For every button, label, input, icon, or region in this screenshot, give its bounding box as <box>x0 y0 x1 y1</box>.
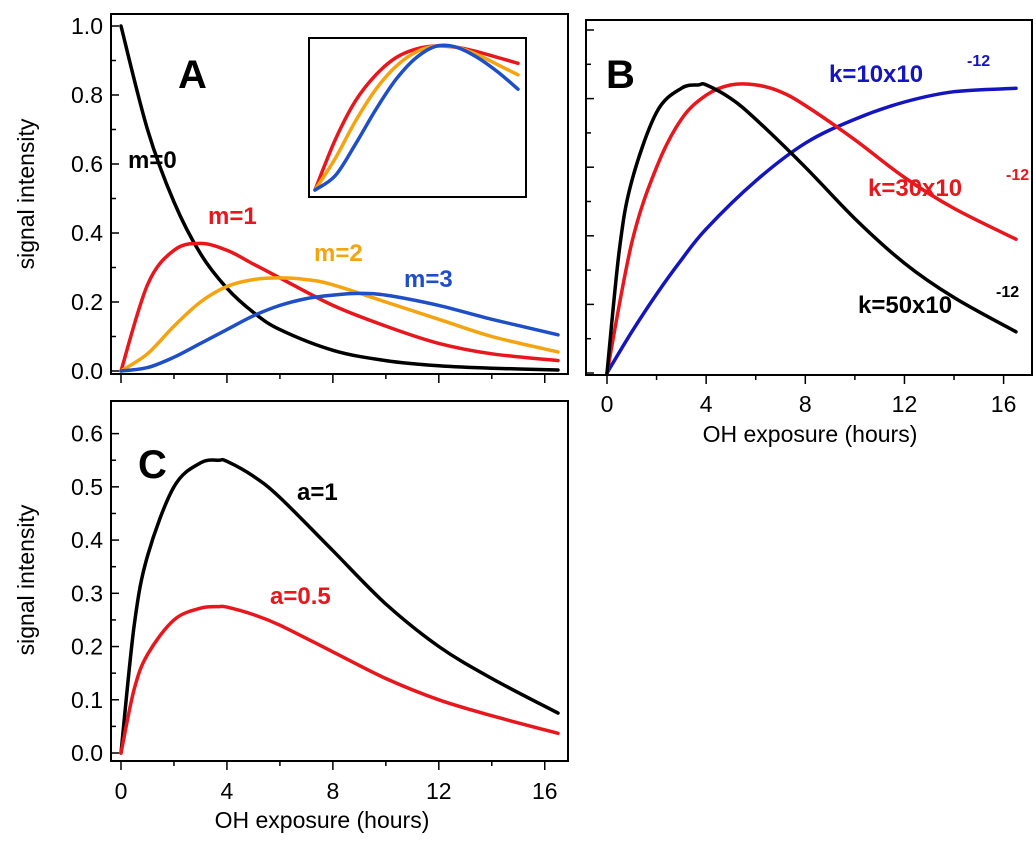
panel-a-series-line-1 <box>119 241 560 373</box>
panel-b: B 0 4 8 12 16 OH exposure (hours) k=10x10 -1… <box>585 19 1033 447</box>
panel-c-ytick-label: 0.5 <box>71 474 103 500</box>
panel-a-inset-frame <box>308 37 527 198</box>
inset-series-line-2 <box>313 43 520 192</box>
panel-a-ytick-label: 0.4 <box>71 220 103 246</box>
panel-a-ytick-label: 1.0 <box>71 13 103 39</box>
series-label-m2: m=2 <box>314 240 363 267</box>
panel-a-ytick-label: 0.0 <box>71 358 103 384</box>
panel-c-ytick-label: 0.4 <box>71 527 103 553</box>
series-label-k10-text: k=10x10 <box>829 61 923 88</box>
panel-a-series-line-3 <box>119 291 560 373</box>
series-label-k30-exp: -12 <box>1006 167 1029 184</box>
series-label-k30-text: k=30x10 <box>868 175 962 202</box>
panel-b-series-line-1 <box>605 82 1018 375</box>
panel-b-series-line-2 <box>605 81 1018 375</box>
panel-c-ytick-label: 0.2 <box>71 634 103 660</box>
panel-c-ytick-label: 0.3 <box>71 580 103 606</box>
panel-c-label: C <box>138 443 167 487</box>
panel-c-ylabel: signal intensity <box>13 504 39 655</box>
panel-a-label: A <box>178 53 207 97</box>
inset-series-line-0 <box>313 44 520 192</box>
panel-b-xtick-label: 8 <box>799 391 812 417</box>
panel-a-ylabel: signal intensity <box>13 118 39 269</box>
panel-c-ytick-label: 0.1 <box>71 687 103 713</box>
panel-a-series-line-2 <box>119 276 560 373</box>
panel-c: signal intensity C 0.0 0.1 0.2 0.3 0.4 0.5 0.6… <box>13 400 569 833</box>
panel-b-xtick-label: 16 <box>991 391 1017 417</box>
series-label-k50-text: k=50x10 <box>858 292 952 319</box>
panel-b-xlabel: OH exposure (hours) <box>703 421 918 447</box>
series-label-a05: a=0.5 <box>270 583 331 610</box>
panel-c-ytick-label: 0.6 <box>71 421 103 447</box>
panel-b-xtick-label: 12 <box>892 391 918 417</box>
panel-b-label: B <box>606 53 635 97</box>
panel-c-xtick-label: 4 <box>221 778 234 804</box>
series-label-k10: k=10x10 -12 <box>829 53 990 88</box>
series-label-k30: k=30x10 -12 <box>868 167 1029 202</box>
panel-a-ytick-label: 0.6 <box>71 151 103 177</box>
panel-c-xtick-label: 8 <box>326 778 339 804</box>
series-label-m1: m=1 <box>208 203 257 230</box>
series-label-m0: m=0 <box>128 147 177 174</box>
panel-a-series-line-0 <box>119 24 560 372</box>
panel-c-xtick-label: 16 <box>532 778 558 804</box>
inset-series-line-1 <box>313 43 520 192</box>
panel-a-ytick-label: 0.2 <box>71 289 103 315</box>
panel-b-xtick-label: 4 <box>700 391 713 417</box>
series-label-k50-exp: -12 <box>996 284 1019 301</box>
series-label-a1: a=1 <box>297 479 338 506</box>
panel-c-series-line-0 <box>119 457 560 755</box>
panel-a-ytick-label: 0.8 <box>71 82 103 108</box>
panel-b-frame <box>585 19 1033 376</box>
panel-c-frame <box>110 400 569 762</box>
panel-b-xtick-label: 0 <box>601 391 614 417</box>
series-label-m3: m=3 <box>404 266 453 293</box>
panel-a-frame <box>110 13 569 375</box>
panel-c-series-line-1 <box>119 604 560 755</box>
panel-c-ytick-label: 0.0 <box>71 740 103 766</box>
panel-c-xtick-label: 0 <box>115 778 128 804</box>
panel-a: signal intensity A 0.0 0.2 0.4 0.6 0.8 1.0 m=… <box>13 13 569 384</box>
panel-c-xlabel: OH exposure (hours) <box>215 807 430 833</box>
panel-c-xtick-label: 12 <box>426 778 452 804</box>
panel-b-series-line-0 <box>605 86 1018 375</box>
series-label-k50: k=50x10 -12 <box>858 284 1019 319</box>
series-label-k10-exp: -12 <box>967 53 990 70</box>
